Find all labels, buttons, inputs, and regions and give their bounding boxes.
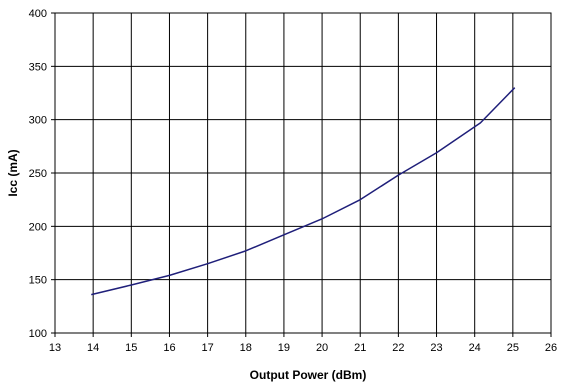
tick-labels: 13 14 15 16 17 18 19 20 21 22 23 24 25 26 100 150 200 250…: [29, 8, 557, 354]
series-layer: [91, 87, 516, 296]
y-tick-label: 400: [29, 8, 47, 20]
x-tick-label: 16: [163, 342, 175, 354]
x-tick-label: 22: [392, 342, 404, 354]
x-tick-label: 25: [507, 342, 519, 354]
x-axis-title: Output Power (dBm): [250, 368, 367, 382]
y-tick-label: 250: [29, 168, 47, 180]
y-tick-label: 300: [29, 115, 47, 127]
x-tick-label: 21: [354, 342, 366, 354]
x-tick-label: 14: [87, 342, 99, 354]
x-tick-label: 23: [430, 342, 442, 354]
icc-series-line: [91, 87, 516, 296]
x-tick-label: 15: [125, 342, 137, 354]
axis-ticks: [51, 12, 552, 337]
y-tick-label: 200: [29, 221, 47, 233]
y-tick-label: 150: [29, 275, 47, 287]
x-tick-label: 24: [469, 342, 481, 354]
y-tick-label: 100: [29, 328, 47, 340]
y-tick-label: 350: [29, 61, 47, 73]
x-tick-label: 26: [545, 342, 557, 354]
y-axis-title: Icc (mA): [6, 149, 20, 196]
x-tick-label: 17: [201, 342, 213, 354]
x-tick-label: 19: [278, 342, 290, 354]
x-tick-label: 20: [316, 342, 328, 354]
x-tick-label: 13: [49, 342, 61, 354]
x-tick-label: 18: [240, 342, 252, 354]
